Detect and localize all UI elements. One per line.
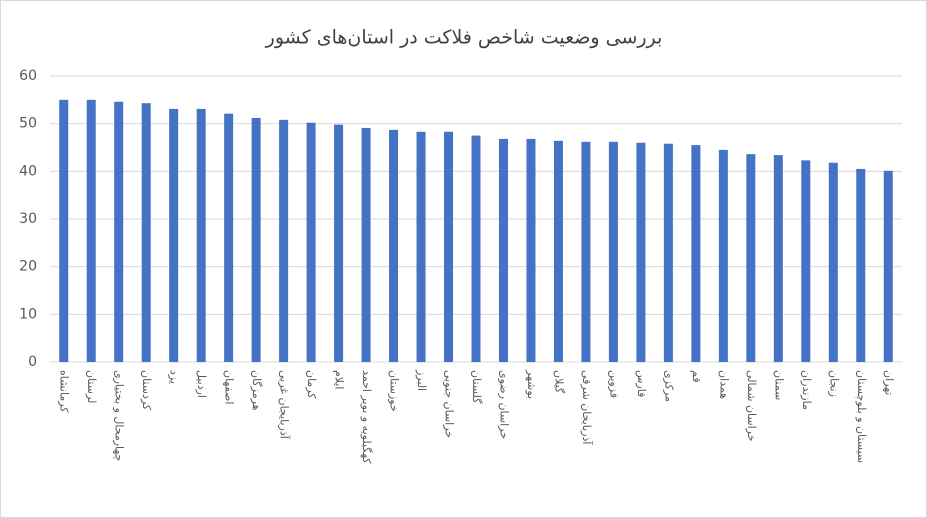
bar — [663, 143, 673, 362]
bar — [636, 142, 646, 362]
x-tick-label: کهگیلویه و بویر احمد — [360, 370, 373, 464]
bar — [553, 140, 563, 362]
bar — [691, 145, 701, 362]
x-tick-label: خراسان جنوبی — [443, 370, 456, 438]
bar — [224, 113, 234, 362]
x-tick-label: کرمانشاه — [58, 370, 71, 413]
y-tick-label: 10 — [19, 306, 37, 322]
x-tick-label: مرکزی — [662, 370, 675, 402]
x-tick-label: یزد — [168, 370, 181, 384]
bar — [361, 127, 371, 362]
x-tick-label: چهارمحال و بختیاری — [113, 370, 126, 461]
x-tick-label: خوزستان — [388, 370, 401, 412]
bar — [306, 122, 316, 362]
chart-title: بررسی وضعیت شاخص فلاکت در استان‌های کشور — [265, 27, 663, 49]
x-tick-label: مازندران — [800, 370, 813, 410]
x-tick-label: تهران — [882, 370, 895, 395]
bar — [801, 160, 811, 362]
bar — [581, 141, 591, 362]
bar — [746, 154, 756, 362]
bar — [718, 149, 728, 362]
bar — [59, 99, 69, 362]
x-tick-label: ایلام — [333, 370, 346, 390]
x-tick-label: فارس — [635, 370, 648, 397]
bar — [169, 108, 179, 362]
bar — [526, 138, 536, 362]
y-tick-label: 30 — [19, 211, 37, 227]
x-tick-label: لرستان — [85, 370, 98, 403]
bar — [196, 108, 206, 362]
bar — [773, 155, 783, 362]
x-tick-label: همدان — [717, 370, 730, 399]
bar — [498, 138, 508, 362]
bar — [389, 129, 399, 362]
x-tick-label: البرز — [415, 369, 428, 391]
x-tick-label: خراسان رضوی — [497, 370, 510, 439]
bar — [416, 131, 426, 362]
x-tick-label: قزوین — [607, 370, 620, 398]
x-tick-label: سیستان و بلوچستان — [855, 370, 868, 463]
x-tick-label: هرمزگان — [250, 370, 263, 411]
x-tick-label: آذربایجان شرقی — [580, 370, 594, 445]
x-tick-label: گیلان — [552, 370, 565, 394]
x-tick-label: زنجان — [827, 370, 840, 397]
x-tick-label: کردستان — [140, 370, 153, 411]
x-tick-label: گلستان — [470, 370, 483, 404]
bar — [279, 119, 289, 362]
x-tick-label: قم — [690, 370, 703, 383]
bar — [471, 135, 481, 362]
bar — [141, 103, 151, 363]
y-tick-label: 40 — [19, 163, 37, 179]
x-tick-label: اصفهان — [223, 370, 236, 404]
y-tick-label: 0 — [28, 354, 37, 370]
x-tick-label: کرمان — [305, 370, 318, 399]
bar — [251, 117, 261, 363]
bar — [856, 168, 866, 362]
bar — [828, 162, 838, 362]
bar — [883, 170, 893, 362]
y-tick-label: 60 — [19, 68, 37, 84]
bar — [608, 141, 618, 362]
y-tick-label: 20 — [19, 259, 37, 275]
y-tick-label: 50 — [19, 116, 37, 132]
bar — [114, 101, 124, 363]
bar — [444, 131, 454, 362]
bar — [334, 124, 344, 363]
x-tick-label: آذربایجان غربی — [278, 370, 292, 440]
bar — [86, 99, 96, 362]
x-tick-label: سمنان — [772, 370, 785, 400]
x-tick-label: اردبیل — [195, 370, 208, 398]
x-tick-label: خراسان شمالی — [745, 370, 758, 442]
x-tick-label: بوشهر — [525, 369, 538, 399]
